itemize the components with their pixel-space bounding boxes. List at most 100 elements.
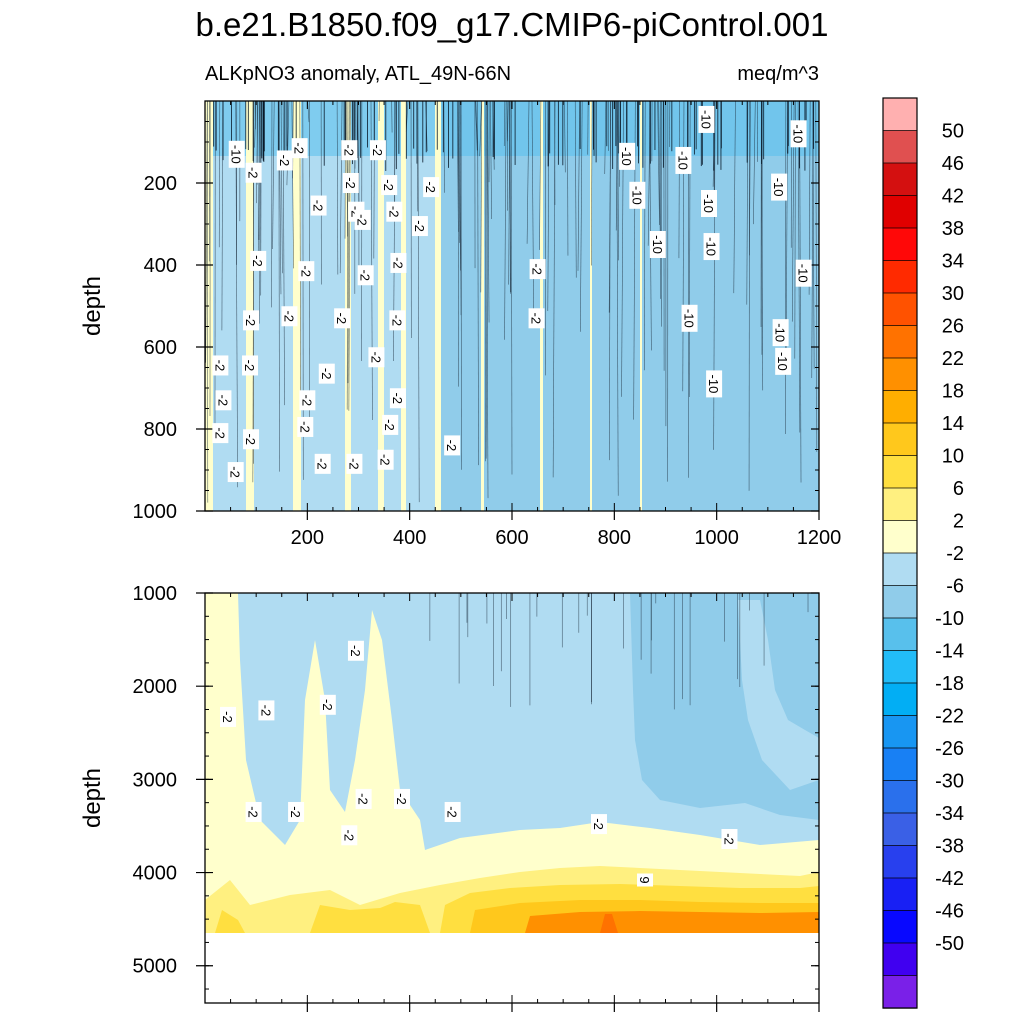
contour-label-box [341, 825, 358, 846]
contour-line [547, 101, 550, 312]
contour-label-text: -2 [243, 315, 258, 327]
contour-label-box [386, 201, 403, 222]
contour-label-text: -2 [299, 395, 314, 407]
contour-line [616, 101, 619, 496]
contour-line [278, 101, 282, 295]
colorbar-label: -6 [946, 576, 964, 598]
contour-label-box [297, 416, 314, 437]
colorbar-label: -26 [935, 738, 964, 760]
contour-label-box [381, 175, 398, 196]
contour-line [539, 101, 542, 250]
colorbar-label: -18 [935, 673, 964, 695]
colorbar-label: -10 [935, 608, 964, 630]
y-tick-label: 1000 [133, 501, 178, 523]
y-tick-label: 4000 [133, 863, 178, 885]
contour-label-box [772, 319, 789, 347]
contour-label-box [212, 423, 229, 444]
contour-label-text: -2 [228, 466, 243, 478]
positive-anomaly-stripe [435, 101, 441, 511]
contour-line [458, 101, 460, 243]
contour-label-text: -10 [229, 145, 244, 164]
contour-label: -10 [649, 231, 666, 258]
contour-label-text: -2 [389, 315, 404, 327]
x-tick-label: 1000 [694, 527, 739, 549]
contour-label-box [423, 177, 440, 198]
contour-label-text: -2 [281, 310, 296, 322]
contour-label-text: -2 [220, 711, 235, 723]
y-tick-label: 1000 [133, 583, 178, 605]
contour-label: -10 [675, 146, 692, 174]
contour-label: -10 [772, 319, 789, 347]
colorbar-swatch [882, 682, 918, 717]
contour-label-text: -2 [298, 265, 313, 277]
y-tick-label: 600 [144, 337, 177, 359]
colorbar-swatch [882, 357, 918, 392]
contour-label-text: -2 [381, 179, 396, 191]
contour-label-text: -2 [277, 155, 292, 167]
contour-label: -2 [354, 209, 371, 230]
contour-label-text: -2 [319, 368, 334, 380]
contour-line [490, 101, 492, 220]
colorbar-label: 6 [953, 478, 964, 500]
contour-label-box [528, 308, 545, 329]
colorbar-label: -46 [935, 901, 964, 923]
contour-label: -2 [721, 829, 738, 849]
contour-label: -2 [411, 216, 428, 237]
contour-label: -10 [698, 105, 715, 133]
contour-label-text: -2 [292, 142, 307, 154]
contour-label: -10 [703, 233, 720, 261]
lower-light-blue-pocket [738, 600, 819, 790]
y-tick-label: 400 [144, 255, 177, 277]
colorbar-swatch [882, 422, 918, 457]
colorbar-swatch [882, 130, 918, 164]
contour-label: -10 [790, 120, 807, 148]
contour-line [811, 101, 814, 378]
contour-label: -10 [681, 304, 698, 332]
main-title: b.e21.B1850.f09_g17.CMIP6-piControl.001 [196, 6, 829, 43]
contour-line [749, 101, 751, 256]
contour-line [552, 101, 556, 478]
contour-label: -2 [529, 259, 546, 280]
colorbar-swatch [882, 97, 918, 132]
positive-anomaly-stripe [401, 101, 406, 511]
contour-label-text: -10 [701, 194, 716, 213]
contour-label-text: -2 [412, 220, 427, 232]
colorbar-swatch [882, 260, 918, 294]
contour-label: -2 [288, 801, 305, 822]
contour-label-box [637, 873, 654, 887]
contour-label-text: -2 [529, 313, 544, 325]
contour-label-box [346, 453, 363, 474]
contour-label-text: -10 [698, 110, 713, 129]
lower-pale-yellow-region [205, 593, 819, 933]
contour-label: -10 [775, 347, 792, 375]
contour-label-text: -10 [619, 147, 634, 166]
contour-label: -2 [334, 308, 351, 329]
positive-anomaly-stripe [540, 101, 543, 511]
contour-label: -2 [355, 788, 372, 809]
contour-line [815, 101, 818, 452]
contour-label-text: -10 [682, 309, 697, 328]
colorbar-label: -50 [935, 933, 964, 955]
contour-label-box [444, 801, 461, 822]
contour-line [510, 101, 513, 475]
contour-label-text: -2 [246, 167, 261, 179]
contour-label: -2 [319, 694, 336, 715]
x-tick-label: 600 [495, 527, 528, 549]
contour-label-text: 9 [637, 876, 652, 883]
contour-label-box [681, 304, 698, 332]
lower-ylabel: depth [79, 768, 106, 828]
contour-label-text: -2 [444, 440, 459, 452]
lower-deep-orange-spot [600, 914, 618, 933]
contour-label-box [281, 306, 298, 327]
contour-line [574, 101, 577, 278]
contour-line [657, 101, 660, 226]
contour-label: -2 [310, 195, 327, 216]
contour-line [643, 101, 646, 371]
contour-label-text: -10 [775, 352, 790, 371]
contour-line [713, 101, 716, 191]
contour-label: -2 [377, 449, 394, 470]
contour-label-text: -2 [721, 833, 736, 845]
contour-label-text: -10 [791, 124, 806, 143]
colorbar-label: 26 [942, 316, 964, 338]
contour-line [485, 101, 489, 459]
